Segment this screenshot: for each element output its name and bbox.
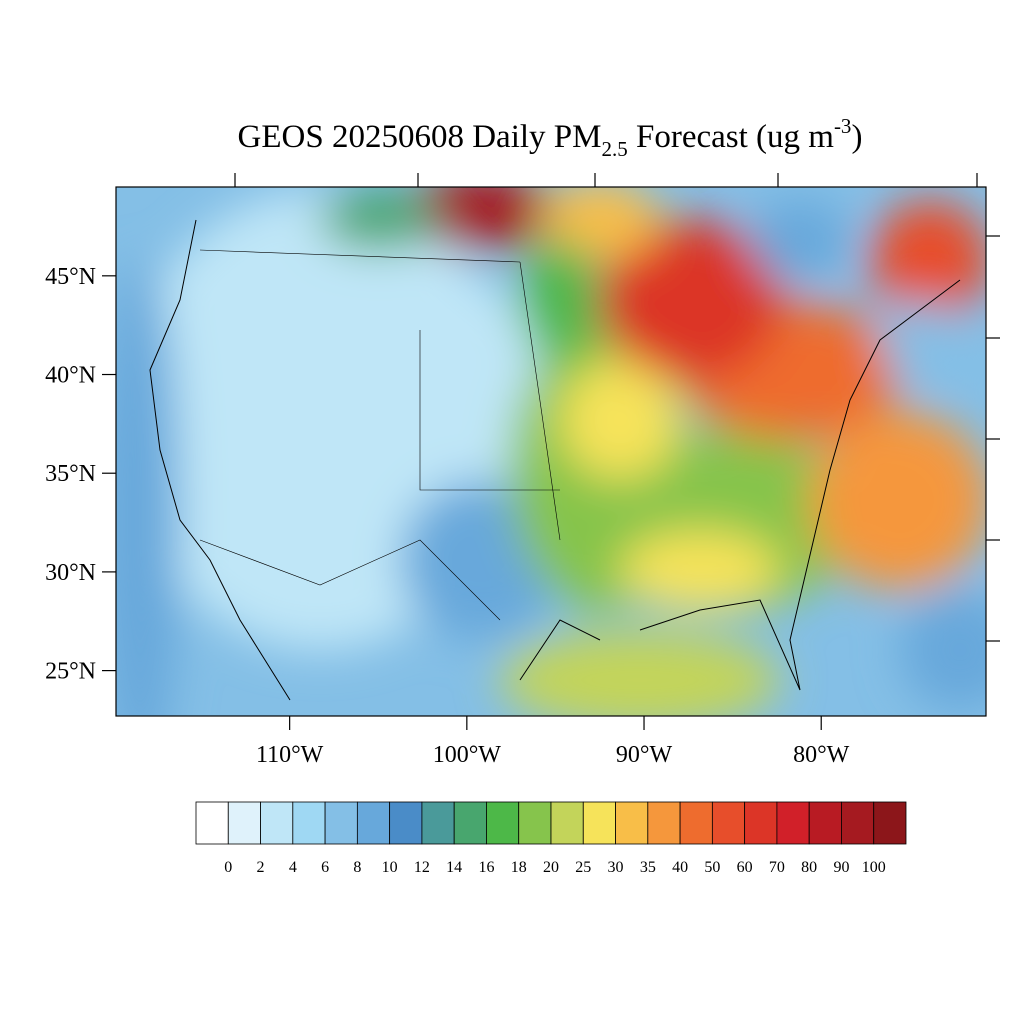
colorbar-box <box>324 801 358 845</box>
colorbar-label: 90 <box>833 859 849 876</box>
colorbar-box <box>518 801 552 845</box>
lat-tick-label: 30°N <box>45 560 96 586</box>
colorbar-label: 8 <box>353 859 361 876</box>
colorbar-box <box>486 801 520 845</box>
colorbar-box <box>711 801 746 845</box>
lat-tick-label: 35°N <box>45 461 96 487</box>
colorbar-box <box>550 801 584 845</box>
colorbar-label: 0 <box>224 859 232 876</box>
colorbar-box <box>356 801 391 845</box>
colorbar-box <box>679 801 713 845</box>
colorbar-box <box>227 801 261 845</box>
colorbar-box <box>292 801 326 845</box>
colorbar-box <box>195 801 229 845</box>
colorbar-label: 100 <box>862 859 886 876</box>
colorbar-label: 4 <box>289 859 297 876</box>
colorbar: 0 2 4 6 8 10 12 14 16 18 20 25 30 35 40 50 60 70 80 90 100 <box>195 801 907 876</box>
title: GEOS 20250608 Daily PM2.5 Forecast (ug m… <box>238 114 863 161</box>
map-field <box>116 187 986 716</box>
colorbar-box <box>260 801 294 845</box>
colorbar-label: 40 <box>672 859 688 876</box>
lon-tick-label: 110°W <box>256 742 324 768</box>
colorbar-label: 25 <box>575 859 591 876</box>
lat-tick-label: 40°N <box>45 363 96 389</box>
axes: 110°W 100°W 90°W 80°W 45°N 40°N 35°N 30°N 25°N <box>45 264 850 768</box>
colorbar-label: 12 <box>414 859 430 876</box>
colorbar-label: 6 <box>321 859 329 876</box>
colorbar-box <box>841 801 875 845</box>
title-sup: -3 <box>834 114 852 138</box>
title-mid: Forecast (ug m <box>628 119 835 155</box>
colorbar-label: 10 <box>382 859 398 876</box>
colorbar-label: 16 <box>478 859 494 876</box>
title-prefix: GEOS 20250608 Daily PM <box>238 119 602 155</box>
lon-tick-label: 80°W <box>793 742 850 768</box>
map-frame <box>115 186 987 717</box>
colorbar-box <box>389 801 423 845</box>
lon-tick-label: 90°W <box>616 742 673 768</box>
colorbar-label: 50 <box>704 859 720 876</box>
frame-ticks <box>234 173 1000 642</box>
colorbar-label: 18 <box>511 859 527 876</box>
colorbar-label: 35 <box>640 859 656 876</box>
colorbar-label: 60 <box>737 859 753 876</box>
colorbar-box <box>582 801 616 845</box>
colorbar-box <box>453 801 487 845</box>
title-sub: 2.5 <box>601 137 627 161</box>
colorbar-label: 2 <box>257 859 265 876</box>
colorbar-box <box>776 801 810 845</box>
colorbar-box <box>615 801 649 845</box>
colorbar-box <box>808 801 842 845</box>
colorbar-box <box>873 801 907 845</box>
colorbar-label: 14 <box>446 859 462 876</box>
colorbar-box <box>647 801 681 845</box>
colorbar-label: 30 <box>608 859 624 876</box>
colorbar-label: 20 <box>543 859 559 876</box>
lat-tick-label: 25°N <box>45 659 96 685</box>
colorbar-box <box>421 801 455 845</box>
lat-tick-label: 45°N <box>45 264 96 290</box>
colorbar-box <box>744 801 778 845</box>
lon-tick-label: 100°W <box>433 742 502 768</box>
title-suffix: ) <box>851 119 862 155</box>
colorbar-label: 80 <box>801 859 817 876</box>
colorbar-label: 70 <box>769 859 785 876</box>
